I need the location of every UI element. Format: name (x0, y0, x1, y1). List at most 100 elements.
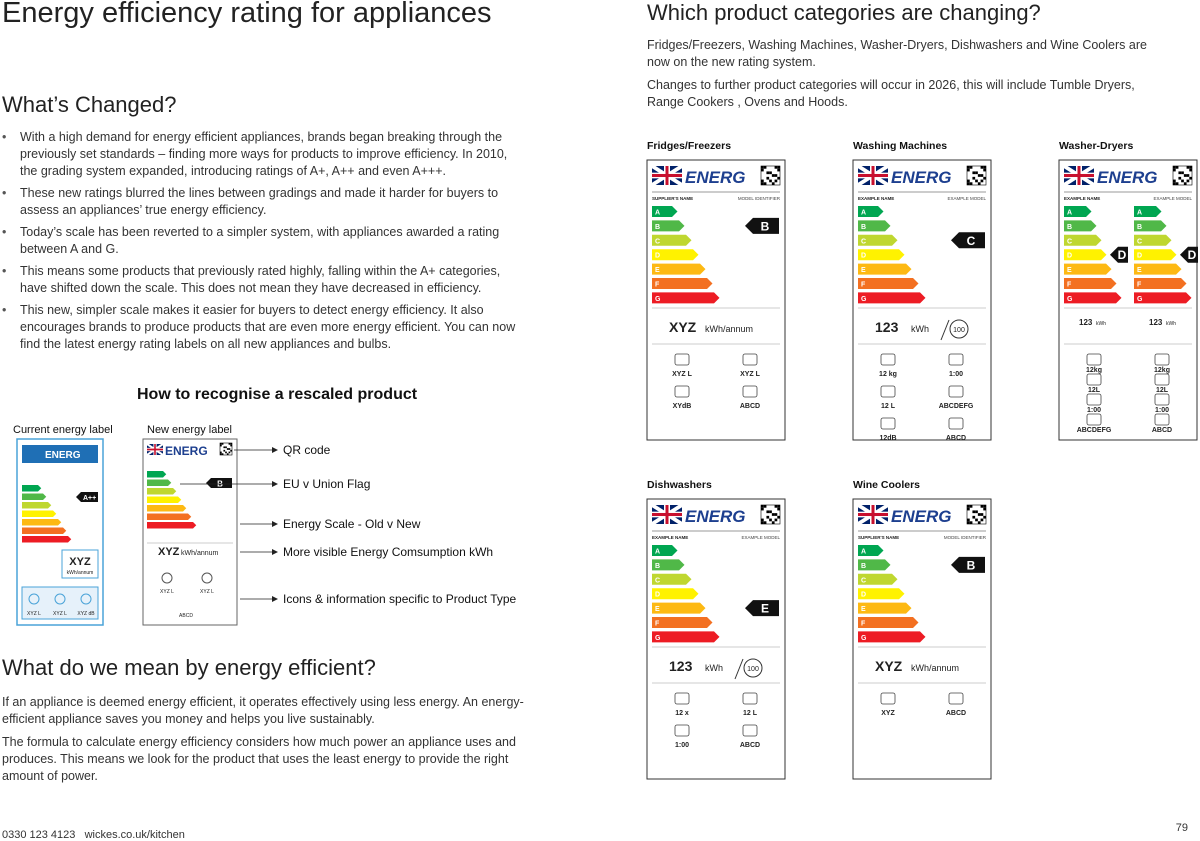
icon-text: 12 L (743, 710, 758, 717)
scale-letter: A (861, 210, 866, 217)
new-icon-text: XYZ L (160, 589, 174, 595)
qr-cell (769, 510, 772, 514)
qr-cell (972, 171, 976, 175)
qr-cell (975, 510, 978, 514)
icon-text: 1:00 (949, 371, 963, 378)
supplier: EXAMPLE NAME (1064, 196, 1100, 201)
scale-bar (147, 496, 182, 503)
qr-cell (977, 174, 981, 177)
icon-text: XYdB (673, 403, 692, 410)
qr-cell (1178, 176, 1182, 180)
icon-text: 12dB (879, 435, 896, 442)
icon-text: 12 kg (879, 371, 897, 378)
scale-letter: B (655, 563, 660, 570)
qr-cell (972, 515, 976, 519)
icon-text: ABCD (740, 742, 760, 749)
icon-glyph (880, 692, 896, 705)
scale-bar (1134, 278, 1187, 289)
rescale-infographic: How to recognise a rescaled product Curre… (13, 386, 517, 626)
qr-cell (771, 513, 775, 516)
qr-cell (1175, 166, 1179, 169)
qr-cell (761, 166, 764, 169)
scale-letter: G (1067, 296, 1073, 303)
scale-bar (22, 485, 42, 492)
icon-text: 1:00 (1155, 407, 1169, 414)
consumption: 123 (1149, 318, 1163, 327)
qr-cell (226, 453, 229, 455)
scale-bar (1064, 263, 1112, 275)
scale-bar (1134, 249, 1177, 261)
consumption-unit: kWh (911, 324, 929, 334)
scale-bar (1134, 263, 1182, 275)
icon-text: XYZ (881, 710, 895, 717)
qr-cell (769, 171, 772, 175)
qr-cell (980, 166, 984, 169)
consumption: 123 (669, 658, 693, 674)
union-flag (146, 443, 164, 456)
scale-bar (1134, 206, 1162, 217)
scale-letter: A (655, 210, 660, 217)
qr-cell (1183, 182, 1187, 185)
scale-letter: C (655, 577, 660, 584)
callout-text: Icons & information specific to Product … (283, 592, 517, 606)
scale-bar (1064, 249, 1107, 261)
icon-text: 12 L (881, 403, 896, 410)
old-consumption: XYZ (69, 556, 91, 568)
scale-bar (147, 471, 167, 478)
page-title: Energy efficiency rating for appliances (2, 0, 492, 29)
qr-code (760, 504, 781, 525)
icon-glyph (742, 385, 758, 398)
qr-cell (967, 505, 970, 508)
qr-cell (977, 513, 981, 516)
paragraphs: Fridges/Freezers, Washing Machines, Wash… (647, 37, 1167, 117)
card-name: Wine Coolers (853, 479, 920, 491)
icon-text: ABCDEFG (1077, 427, 1112, 434)
old-label-header (22, 445, 98, 463)
old-icon-text: XYZ L (53, 611, 67, 617)
card-name: Washing Machines (853, 140, 947, 152)
qr-cell (763, 182, 767, 185)
consumption-unit: kWh/annum (705, 324, 753, 334)
scale-letter: D (655, 592, 660, 599)
scale-letter: D (655, 253, 660, 260)
section-heading: What’s Changed? (2, 92, 177, 117)
page-number: 79 (1175, 822, 1188, 834)
qr-cell (763, 166, 767, 169)
model: MODEL IDENTIFIER (944, 535, 987, 540)
qr-cell (766, 515, 770, 519)
qr-cell (761, 521, 764, 524)
icon-glyph (948, 385, 964, 398)
scale-bar (858, 292, 926, 304)
icon-text: 1:00 (1087, 407, 1101, 414)
qr-code (760, 165, 781, 186)
qr-cell (983, 168, 986, 172)
scale-bar (22, 536, 72, 543)
paragraphs: If an appliance is deemed energy efficie… (2, 694, 547, 791)
icon-glyph (1154, 393, 1170, 406)
rating-arrow (951, 232, 985, 249)
qr-cell (972, 510, 976, 514)
qr-cell (761, 518, 764, 522)
icon-glyph (1086, 393, 1102, 406)
old-icon-text: XYZ L (27, 611, 41, 617)
scale-bar (147, 479, 172, 486)
icon-text: 12 x (675, 710, 689, 717)
bullet-item: Today’s scale has been reverted to a sim… (0, 224, 520, 258)
qr-cell (1186, 166, 1190, 169)
qr-cell (977, 182, 981, 185)
energy-word: ENERG (1097, 168, 1157, 187)
scale-bar (858, 263, 912, 275)
qr-cell (975, 179, 978, 183)
scale-bar (652, 573, 692, 585)
qr-cell (980, 179, 984, 183)
energy-card: Washing Machines ENERG EXAMPLE NAME EXAMPLE… (852, 140, 992, 442)
qr-cell (763, 521, 767, 524)
qr-cell (972, 176, 976, 180)
icon-text: ABCD (946, 710, 966, 717)
callout-text: QR code (283, 443, 331, 457)
scale-bar (22, 519, 62, 526)
flag-cross (652, 512, 682, 517)
scale-letter: C (861, 238, 866, 245)
scale-letter: E (1067, 267, 1072, 274)
